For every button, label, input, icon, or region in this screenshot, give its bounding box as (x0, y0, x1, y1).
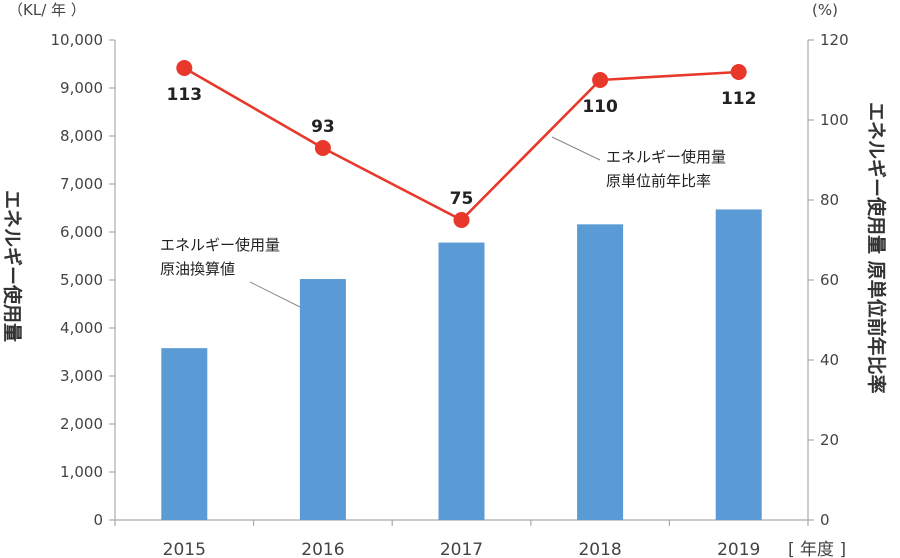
bar-series (161, 209, 762, 520)
x-axis-ticks: 2015 2016 2017 2018 2019 (114, 520, 809, 558)
left-tick-label: 8,000 (60, 127, 103, 145)
ratio-point-2018 (592, 72, 609, 88)
ratio-data-label: 112 (721, 89, 757, 109)
bar-annotation-line2: 原油換算値 (160, 260, 235, 278)
left-tick-label: 4,000 (60, 319, 103, 337)
ratio-data-label: 75 (450, 189, 474, 209)
left-tick-label: 1,000 (60, 463, 103, 481)
left-unit-label: （KL/ 年 ） (8, 1, 86, 19)
x-tick-label: 2015 (163, 540, 206, 558)
x-tick-label: 2019 (717, 540, 760, 558)
line-series: 113 93 75 110 112 (167, 60, 757, 228)
right-tick-label: 40 (820, 351, 839, 369)
left-tick-label: 9,000 (60, 79, 103, 97)
right-tick-label: 20 (820, 431, 839, 449)
right-tick-label: 120 (820, 31, 849, 49)
left-tick-label: 5,000 (60, 271, 103, 289)
right-tick-label: 100 (820, 111, 849, 129)
left-tick-label: 10,000 (51, 31, 104, 49)
ratio-point-2015 (176, 60, 193, 76)
x-tick-label: 2016 (301, 540, 344, 558)
ratio-point-2019 (730, 64, 747, 80)
bar-2017 (438, 242, 485, 520)
ratio-point-2016 (314, 140, 331, 156)
bar-2016 (299, 279, 346, 520)
left-tick-label: 2,000 (60, 415, 103, 433)
left-tick-label: 3,000 (60, 367, 103, 385)
x-tick-label: 2018 (578, 540, 621, 558)
line-annotation-leader (551, 136, 601, 161)
right-axis-ticks: 0 20 40 60 80 100 120 (808, 31, 849, 529)
left-axis-ticks: 0 1,000 2,000 3,000 4,000 5,000 6,000 7,000 8,00… (51, 31, 115, 529)
bar-annotation-leader (249, 281, 301, 308)
bar-2019 (715, 209, 762, 520)
bar-2015 (161, 348, 208, 520)
right-tick-label: 80 (820, 191, 839, 209)
right-tick-label: 0 (820, 511, 830, 529)
left-tick-label: 0 (93, 511, 103, 529)
line-annotation-line2: 原単位前年比率 (606, 172, 711, 190)
line-annotation-line1: エネルギー使用量 (606, 148, 726, 166)
x-tick-label: 2017 (440, 540, 483, 558)
right-axis-title: エネルギー使用量 原単位前年比率 (865, 102, 888, 394)
left-tick-label: 7,000 (60, 175, 103, 193)
bar-2018 (577, 224, 624, 520)
left-axis-title: エネルギー使用量 (1, 190, 23, 342)
ratio-point-2017 (453, 212, 470, 228)
ratio-data-label: 113 (167, 85, 203, 105)
left-tick-label: 6,000 (60, 223, 103, 241)
bar-annotation-line1: エネルギー使用量 (160, 236, 280, 254)
ratio-data-label: 93 (311, 117, 335, 137)
ratio-data-label: 110 (582, 97, 618, 117)
x-unit-label: [ 年度 ] (788, 540, 846, 558)
right-tick-label: 60 (820, 271, 839, 289)
right-unit-label: (%) (812, 1, 838, 19)
